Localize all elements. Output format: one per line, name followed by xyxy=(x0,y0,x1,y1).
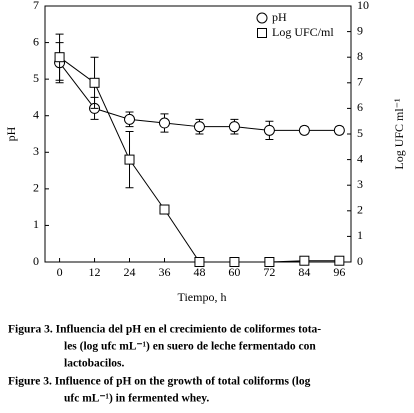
x-tick-label: 60 xyxy=(228,265,240,279)
y-tick-label: 6 xyxy=(33,34,39,48)
caption-line: Figure 3. Influence of pH on the growth … xyxy=(8,376,311,388)
marker xyxy=(124,154,135,165)
y2-tick-label: 4 xyxy=(357,151,363,165)
y2-tick-label: 9 xyxy=(357,23,363,37)
caption-line: les (log ufc mL⁻¹) en suero de leche fer… xyxy=(64,341,316,353)
x-tick-label: 36 xyxy=(158,265,170,279)
legend-marker xyxy=(256,12,268,24)
y2-tick-label: 7 xyxy=(357,75,363,89)
x-tick-label: 96 xyxy=(333,265,345,279)
x-tick-label: 24 xyxy=(124,265,136,279)
x-tick-label: 84 xyxy=(298,265,310,279)
y-tick-label: 5 xyxy=(33,71,39,85)
y-tick-label: 7 xyxy=(33,0,39,12)
marker xyxy=(89,77,100,88)
marker xyxy=(299,255,310,266)
marker xyxy=(193,121,205,133)
marker xyxy=(194,257,205,267)
caption-line: lactobacilos. xyxy=(64,358,124,370)
legend-marker xyxy=(257,28,267,38)
marker xyxy=(124,113,136,125)
y2-tick-label: 2 xyxy=(357,203,363,217)
caption-line: Figura 3. Influencia del pH en el crecim… xyxy=(8,324,321,336)
x-axis-label: Tiempo, h xyxy=(178,290,227,304)
y-tick-label: 3 xyxy=(33,144,39,158)
series-line xyxy=(59,56,340,263)
legend-label: Log UFC/ml xyxy=(272,25,334,39)
marker xyxy=(298,124,310,136)
y-tick-label: 4 xyxy=(33,107,39,121)
y-tick-label: 0 xyxy=(33,254,39,268)
marker xyxy=(229,257,240,267)
marker xyxy=(333,124,345,136)
x-tick-label: 48 xyxy=(193,265,205,279)
x-tick-label: 0 xyxy=(57,265,63,279)
marker xyxy=(54,52,65,63)
x-tick-label: 72 xyxy=(263,265,275,279)
y2-axis-label: Log UFC ml⁻¹ xyxy=(392,98,406,170)
y-tick-label: 2 xyxy=(33,181,39,195)
marker xyxy=(334,255,345,266)
marker xyxy=(158,117,170,129)
y2-tick-label: 6 xyxy=(357,100,363,114)
y-axis-label: pH xyxy=(4,126,18,141)
y2-tick-label: 10 xyxy=(357,0,369,12)
y2-tick-label: 1 xyxy=(357,228,363,242)
marker xyxy=(228,121,240,133)
marker xyxy=(263,124,275,136)
y2-tick-label: 8 xyxy=(357,49,363,63)
y2-tick-label: 0 xyxy=(357,254,363,268)
caption-line: ufc mL⁻¹) in fermented whey. xyxy=(64,393,209,405)
marker xyxy=(264,257,275,267)
y2-tick-label: 3 xyxy=(357,177,363,191)
y2-tick-label: 5 xyxy=(357,126,363,140)
marker xyxy=(159,204,170,215)
x-tick-label: 12 xyxy=(89,265,101,279)
y-tick-label: 1 xyxy=(33,217,39,231)
legend-label: pH xyxy=(272,10,287,24)
